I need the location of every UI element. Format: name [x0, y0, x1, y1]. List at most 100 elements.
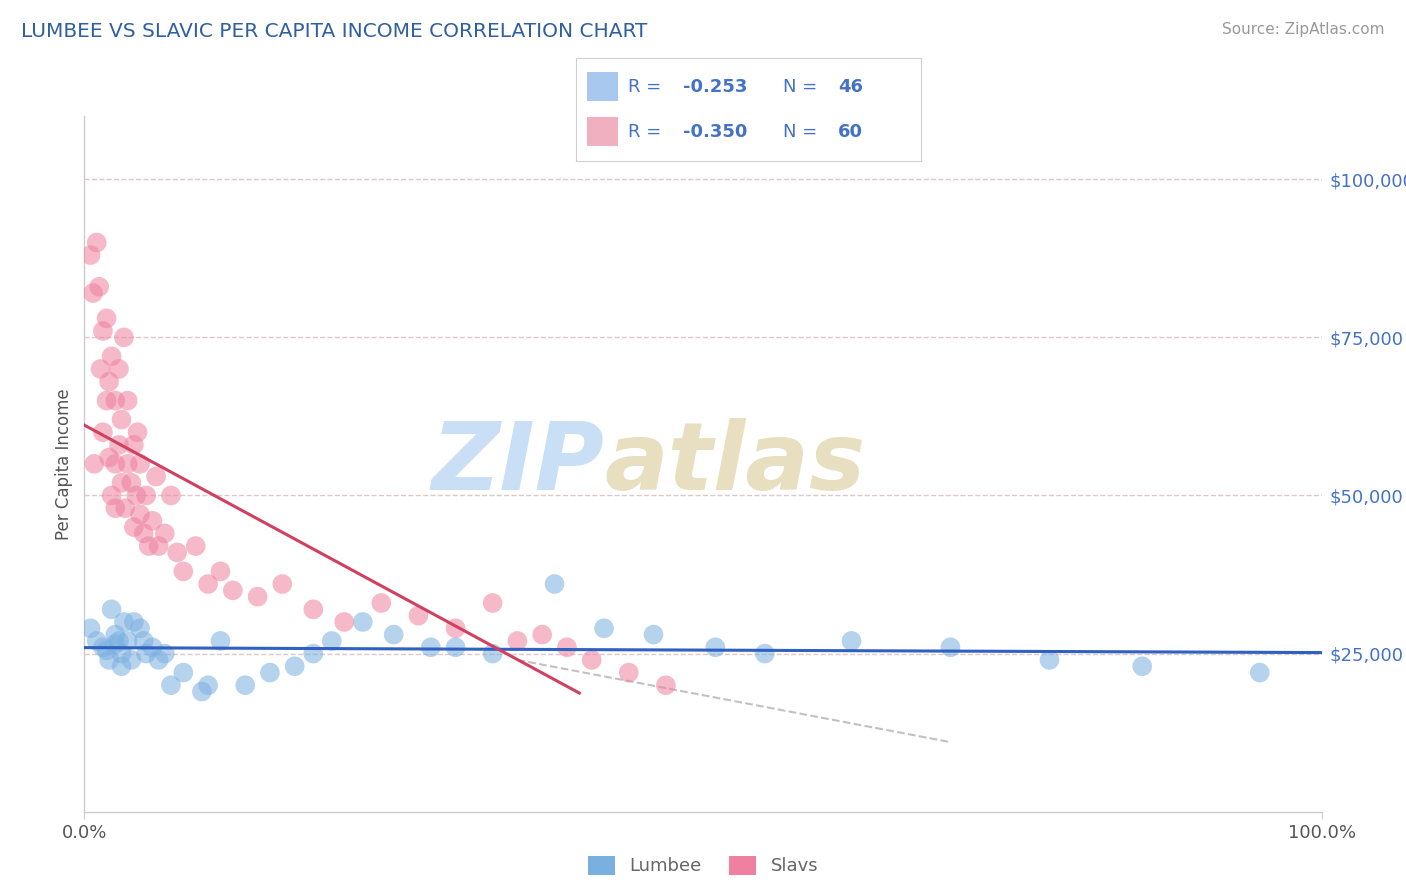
Point: [91, 425, 114, 440]
Point: [284, 659, 307, 673]
Point: [1130, 659, 1153, 673]
Point: [125, 488, 148, 502]
Point: [148, 539, 170, 553]
Point: [419, 640, 441, 655]
Point: [110, 647, 132, 661]
Point: [1038, 653, 1060, 667]
Point: [555, 640, 578, 655]
Point: [153, 647, 176, 661]
Text: R =: R =: [628, 78, 666, 95]
Point: [120, 653, 142, 667]
Point: [581, 653, 603, 667]
Point: [79, 248, 101, 262]
Point: [209, 634, 232, 648]
Text: N =: N =: [783, 123, 823, 141]
Point: [1249, 665, 1271, 680]
Point: [617, 665, 640, 680]
Point: [643, 627, 665, 641]
Point: [184, 539, 207, 553]
Point: [100, 349, 122, 363]
Point: [543, 577, 565, 591]
Point: [352, 615, 374, 629]
Point: [444, 621, 467, 635]
Point: [302, 602, 325, 616]
Point: [89, 362, 111, 376]
Point: [117, 393, 139, 408]
Point: [96, 311, 118, 326]
Point: [79, 621, 101, 635]
Point: [129, 508, 152, 522]
Point: [129, 457, 152, 471]
Point: [145, 469, 167, 483]
Text: 60: 60: [838, 123, 863, 141]
Point: [160, 678, 183, 692]
Text: Source: ZipAtlas.com: Source: ZipAtlas.com: [1222, 22, 1385, 37]
Point: [141, 514, 163, 528]
Point: [104, 627, 127, 641]
Point: [91, 640, 114, 655]
Point: [82, 286, 104, 301]
Point: [246, 590, 269, 604]
Point: [191, 684, 214, 698]
Text: LUMBEE VS SLAVIC PER CAPITA INCOME CORRELATION CHART: LUMBEE VS SLAVIC PER CAPITA INCOME CORRE…: [21, 22, 648, 41]
Text: atlas: atlas: [605, 417, 865, 510]
Point: [98, 450, 121, 465]
Point: [302, 647, 325, 661]
Point: [108, 634, 131, 648]
Text: R =: R =: [628, 123, 666, 141]
Point: [108, 438, 131, 452]
Point: [86, 235, 108, 250]
Point: [259, 665, 281, 680]
Point: [108, 362, 131, 376]
Point: [148, 653, 170, 667]
Point: [129, 621, 152, 635]
Point: [122, 615, 145, 629]
Y-axis label: Per Capita Income: Per Capita Income: [55, 388, 73, 540]
Point: [117, 634, 139, 648]
Point: [96, 643, 118, 657]
Point: [96, 393, 118, 408]
Point: [481, 647, 503, 661]
Point: [138, 539, 160, 553]
Point: [222, 583, 245, 598]
Point: [408, 608, 430, 623]
Point: [704, 640, 727, 655]
Point: [100, 488, 122, 502]
Text: 46: 46: [838, 78, 863, 95]
Point: [104, 393, 127, 408]
Point: [321, 634, 343, 648]
Point: [98, 375, 121, 389]
Point: [122, 520, 145, 534]
Point: [100, 602, 122, 616]
Point: [141, 640, 163, 655]
Point: [841, 634, 863, 648]
Text: N =: N =: [783, 78, 823, 95]
Point: [655, 678, 678, 692]
Point: [117, 457, 139, 471]
Legend: Lumbee, Slavs: Lumbee, Slavs: [581, 849, 825, 883]
Point: [104, 457, 127, 471]
Point: [506, 634, 529, 648]
Point: [481, 596, 503, 610]
Point: [271, 577, 294, 591]
Point: [172, 665, 194, 680]
Text: ZIP: ZIP: [432, 417, 605, 510]
Point: [370, 596, 392, 610]
Point: [382, 627, 405, 641]
Point: [135, 488, 157, 502]
Point: [209, 565, 232, 579]
Point: [83, 457, 105, 471]
Text: -0.253: -0.253: [683, 78, 748, 95]
Point: [939, 640, 962, 655]
Point: [110, 659, 132, 673]
Point: [754, 647, 776, 661]
Point: [104, 501, 127, 516]
Point: [172, 565, 194, 579]
Point: [132, 634, 155, 648]
Point: [160, 488, 183, 502]
Point: [333, 615, 356, 629]
Point: [135, 647, 157, 661]
Text: -0.350: -0.350: [683, 123, 748, 141]
Bar: [586, 72, 617, 101]
Point: [104, 637, 127, 651]
